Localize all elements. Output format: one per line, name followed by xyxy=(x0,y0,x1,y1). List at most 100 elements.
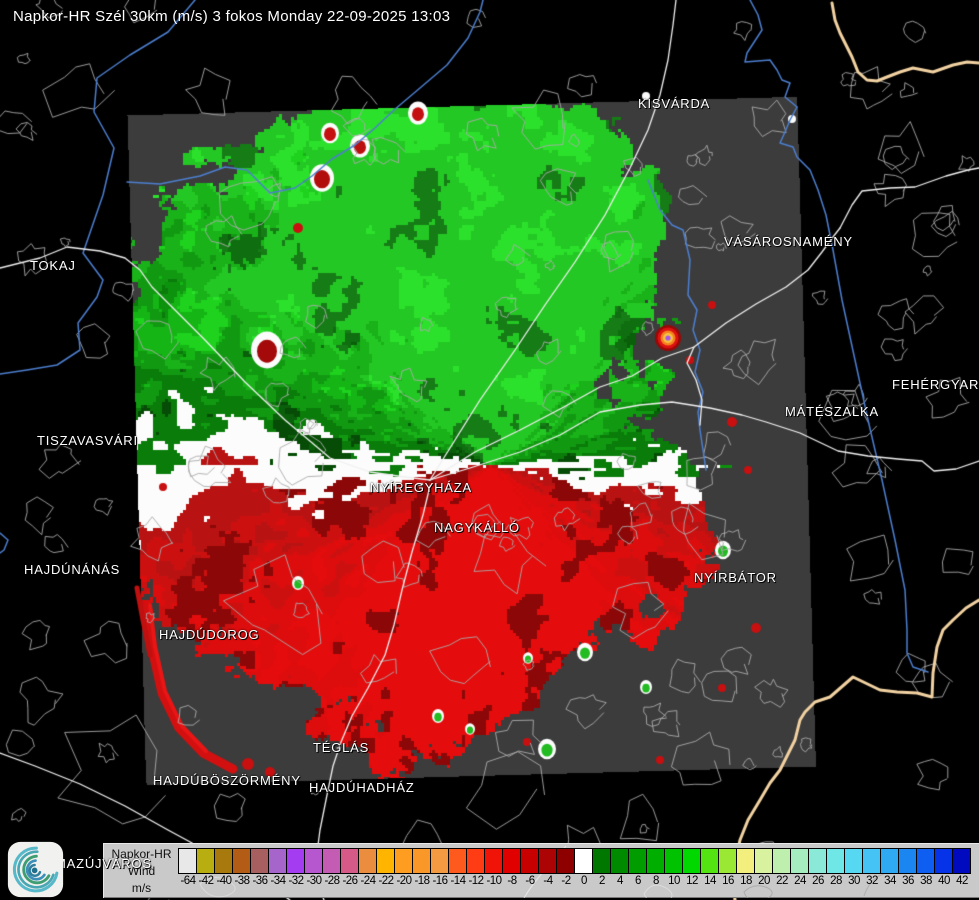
legend-cell xyxy=(250,848,269,874)
legend-tick: 28 xyxy=(830,875,842,887)
legend-cell xyxy=(430,848,449,874)
legend-cell xyxy=(610,848,629,874)
legend-tick: -6 xyxy=(525,875,535,887)
legend-cell xyxy=(340,848,359,874)
legend-tick: -34 xyxy=(270,875,286,887)
legend-cell xyxy=(592,848,611,874)
legend-tick: -16 xyxy=(432,875,448,887)
legend-cell xyxy=(628,848,647,874)
map-label: NYÍRBÁTOR xyxy=(694,570,777,585)
legend-tick: -32 xyxy=(288,875,304,887)
legend-cell xyxy=(646,848,665,874)
legend-cell xyxy=(862,848,881,874)
legend-cell xyxy=(934,848,953,874)
map-label: HAJDÚHADHÁZ xyxy=(309,780,415,795)
legend-tick: -40 xyxy=(216,875,232,887)
legend-tick: 22 xyxy=(776,875,788,887)
legend-cell xyxy=(736,848,755,874)
legend-cell xyxy=(358,848,377,874)
map-label: TÉGLÁS xyxy=(313,740,370,755)
legend-tick: 24 xyxy=(794,875,806,887)
legend-cell xyxy=(664,848,683,874)
legend-tick: -20 xyxy=(396,875,412,887)
legend-cell xyxy=(952,848,971,874)
legend-tick: -18 xyxy=(414,875,430,887)
legend-tick: 14 xyxy=(704,875,716,887)
legend-cell xyxy=(844,848,863,874)
legend-tick: -42 xyxy=(198,875,214,887)
legend-tick: -28 xyxy=(324,875,340,887)
legend-cell xyxy=(772,848,791,874)
map-label: HAJDÚDOROG xyxy=(159,627,260,642)
spiral-logo-icon xyxy=(7,841,64,898)
legend-tick: -30 xyxy=(306,875,322,887)
map-label: VÁSÁROSNAMÉNY xyxy=(724,234,853,249)
legend-tick: 38 xyxy=(920,875,932,887)
legend-cell xyxy=(880,848,899,874)
legend-tick: 40 xyxy=(938,875,950,887)
legend-tick: 4 xyxy=(617,875,623,887)
legend-cell xyxy=(394,848,413,874)
legend-quantity-label: Wind xyxy=(127,864,156,878)
legend-cell xyxy=(466,848,485,874)
legend-header: Napkor-HR Wind m/s xyxy=(104,844,179,898)
legend-cell xyxy=(826,848,845,874)
legend-tick: 12 xyxy=(686,875,698,887)
legend-cell xyxy=(538,848,557,874)
legend-cell xyxy=(574,848,593,874)
legend-tick: -4 xyxy=(543,875,553,887)
legend-tick: -64 xyxy=(180,875,196,887)
legend-tick: 2 xyxy=(599,875,605,887)
legend-cell xyxy=(412,848,431,874)
legend-cell xyxy=(556,848,575,874)
legend-tick: -38 xyxy=(234,875,250,887)
legend-tick: -12 xyxy=(468,875,484,887)
met-spiral-logo xyxy=(7,841,64,898)
legend-tick: -8 xyxy=(507,875,517,887)
legend-tick: 42 xyxy=(956,875,968,887)
legend-tick: 30 xyxy=(848,875,860,887)
legend-tick-labels: -64 -42 -40 -38 -36 -34 -32 -30 -28 -26 -24 -22 -20-… xyxy=(179,875,971,887)
legend-tick: -14 xyxy=(450,875,466,887)
legend-panel: Napkor-HR Wind m/s -64 -42 -40 -38 -36 -34 -32… xyxy=(103,843,979,898)
legend-cell xyxy=(448,848,467,874)
legend-cell xyxy=(178,848,197,874)
legend-cell xyxy=(700,848,719,874)
legend-cell xyxy=(790,848,809,874)
legend-cell xyxy=(214,848,233,874)
legend-cell xyxy=(916,848,935,874)
legend-tick: 6 xyxy=(635,875,641,887)
legend-tick: -22 xyxy=(378,875,394,887)
legend-color-scale xyxy=(178,848,971,874)
map-label: FEHÉRGYARMAT xyxy=(892,377,979,392)
legend-cell xyxy=(268,848,287,874)
legend-source-label: Napkor-HR xyxy=(111,847,172,861)
legend-tick: 16 xyxy=(722,875,734,887)
legend-cell xyxy=(304,848,323,874)
legend-cell xyxy=(502,848,521,874)
legend-tick: -10 xyxy=(486,875,502,887)
map-label: NYÍREGYHÁZA xyxy=(370,480,472,495)
legend-tick: 0 xyxy=(581,875,587,887)
legend-tick: 32 xyxy=(866,875,878,887)
map-label: TISZAVASVÁRI xyxy=(37,433,138,448)
legend-tick: 8 xyxy=(653,875,659,887)
legend-cell xyxy=(196,848,215,874)
legend-tick: 34 xyxy=(884,875,896,887)
legend-cell xyxy=(754,848,773,874)
legend-cell xyxy=(898,848,917,874)
map-label: TOKAJ xyxy=(30,258,76,273)
legend-cell xyxy=(322,848,341,874)
legend-tick: -2 xyxy=(561,875,571,887)
legend-tick: -26 xyxy=(342,875,358,887)
legend-tick: 36 xyxy=(902,875,914,887)
legend-tick: -24 xyxy=(360,875,376,887)
legend-cell xyxy=(520,848,539,874)
legend-tick: 26 xyxy=(812,875,824,887)
map-label: NAGYKÁLLÓ xyxy=(434,520,520,535)
legend-cell xyxy=(484,848,503,874)
map-label: MÁTÉSZALKA xyxy=(785,404,879,419)
legend-cell xyxy=(376,848,395,874)
